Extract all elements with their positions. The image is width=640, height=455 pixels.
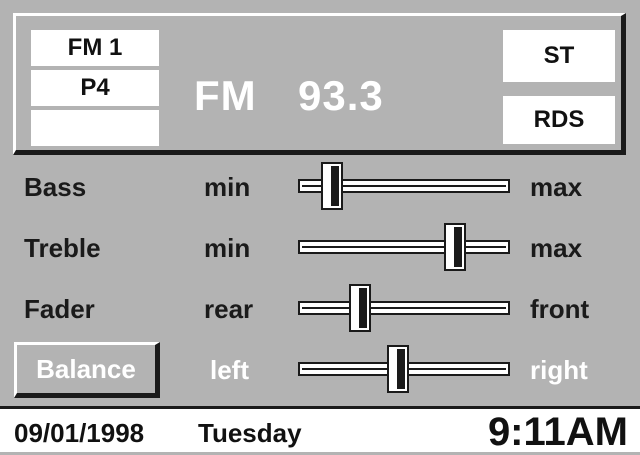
treble-label: Treble	[24, 233, 101, 263]
bass-slider-track[interactable]	[298, 179, 510, 193]
balance-label: Balance	[36, 353, 136, 384]
fader-min-label: rear	[204, 294, 254, 324]
preset-button[interactable]: P4	[31, 70, 159, 106]
bass-min-label: min	[204, 172, 251, 202]
fader-max-label: front	[530, 294, 590, 324]
fader-slider-track[interactable]	[298, 301, 510, 315]
date-display: 09/01/1998	[14, 418, 145, 448]
balance-button[interactable]: Balance	[14, 342, 160, 398]
band-label: FM 1	[67, 34, 123, 61]
treble-slider-knob[interactable]	[444, 223, 467, 271]
frequency-band-label: FM	[194, 72, 257, 119]
radio-display-panel: FM 1 P4 FM 93.3 ST RDS	[13, 13, 626, 155]
day-display: Tuesday	[198, 418, 302, 448]
bass-max-label: max	[530, 172, 583, 202]
band-button[interactable]: FM 1	[31, 30, 159, 66]
stereo-label: ST	[543, 42, 575, 69]
rds-button[interactable]: RDS	[503, 96, 615, 144]
balance-max-label: right	[530, 355, 588, 385]
preset-label: P4	[80, 74, 110, 101]
stereo-indicator: ST	[503, 30, 615, 82]
treble-min-label: min	[204, 233, 251, 263]
bass-label: Bass	[24, 172, 87, 202]
balance-min-label: left	[210, 355, 249, 385]
treble-max-label: max	[530, 233, 583, 263]
treble-slider-track[interactable]	[298, 240, 510, 254]
fader-label: Fader	[24, 294, 95, 324]
clock-display: 9:11AM	[487, 410, 628, 454]
preset-extra-box[interactable]	[31, 110, 159, 146]
status-bar: 09/01/1998 Tuesday 9:11AM	[0, 406, 640, 454]
frequency-value: 93.3	[298, 72, 384, 119]
rds-label: RDS	[533, 106, 585, 133]
bass-slider-knob[interactable]	[320, 162, 343, 210]
fader-slider-knob[interactable]	[349, 284, 372, 332]
balance-slider-knob[interactable]	[387, 345, 410, 393]
